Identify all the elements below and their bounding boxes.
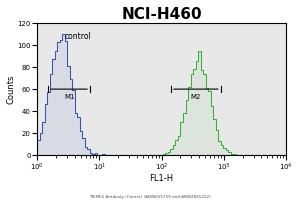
Text: control: control [65, 32, 92, 41]
Title: NCI-H460: NCI-H460 [121, 7, 202, 22]
X-axis label: FL1-H: FL1-H [150, 174, 174, 183]
Text: M1: M1 [64, 94, 74, 100]
Y-axis label: Counts: Counts [7, 74, 16, 104]
Text: TRIM65 Antibody (Center) (ABIN655759 and ABIN2845202): TRIM65 Antibody (Center) (ABIN655759 and… [89, 195, 211, 199]
Text: M2: M2 [191, 94, 201, 100]
